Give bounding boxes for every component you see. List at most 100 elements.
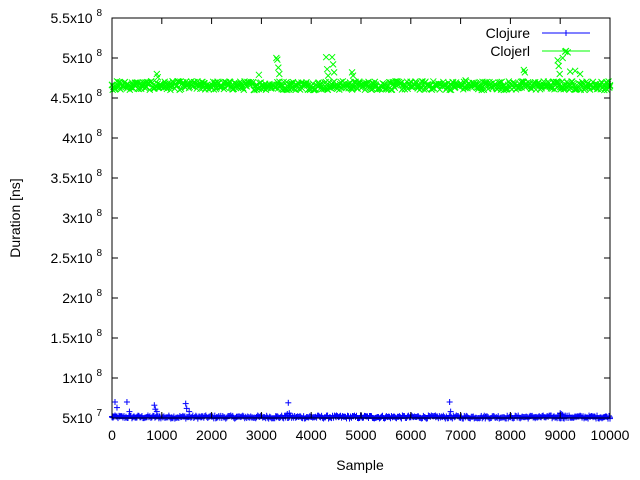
y-tick-label: 3x10 8 <box>62 208 102 226</box>
band-point-clojerl <box>605 78 612 85</box>
data-point-clojerl <box>576 70 584 78</box>
data-point-clojerl <box>228 81 235 89</box>
x-tick-label: 8000 <box>495 427 526 443</box>
data-point-clojerl <box>324 72 332 79</box>
y-tick-label: 1x10 8 <box>62 368 102 386</box>
data-point-clojerl <box>349 72 357 79</box>
data-point-clojerl <box>330 69 338 76</box>
x-tick-label: 1000 <box>146 427 177 443</box>
data-point-clojure <box>253 414 260 421</box>
data-point-clojerl <box>477 81 484 89</box>
y-tick-label: 4.5x10 8 <box>51 88 103 106</box>
data-point-clojure <box>293 414 300 421</box>
data-point-clojerl <box>118 82 126 90</box>
data-point-clojerl <box>287 81 295 89</box>
data-point-clojerl <box>357 81 365 89</box>
data-point-clojerl <box>556 70 564 78</box>
data-point-clojure <box>285 399 292 406</box>
y-axis-label: Duration [ns] <box>7 178 23 257</box>
band-point-clojerl <box>580 86 588 94</box>
data-point-clojerl <box>138 83 146 91</box>
legend-swatch-clojerl <box>542 47 590 55</box>
data-point-clojure <box>333 414 340 421</box>
x-tick-label: 7000 <box>445 427 476 443</box>
band-point-clojerl <box>568 78 576 85</box>
band-point-clojerl <box>362 79 370 87</box>
x-tick-label: 4000 <box>296 427 327 443</box>
band-point-clojerl <box>517 78 525 86</box>
x-tick-label: 9000 <box>545 427 576 443</box>
data-point-clojure <box>113 404 120 411</box>
band-point-clojerl <box>309 80 317 87</box>
band-point-clojerl <box>117 85 124 93</box>
data-point-clojure <box>286 410 293 417</box>
x-axis-label: Sample <box>336 457 384 473</box>
data-point-clojerl <box>521 69 529 76</box>
data-point-clojure <box>233 413 240 420</box>
y-tick-label: 4x10 8 <box>62 128 102 146</box>
data-point-clojure <box>532 414 539 421</box>
x-tick-label: 0 <box>108 427 116 443</box>
data-point-clojerl <box>586 81 594 89</box>
data-point-clojerl <box>255 71 263 79</box>
data-point-clojerl <box>427 81 435 89</box>
band-point-clojerl <box>488 82 496 90</box>
legend: Clojure Clojerl <box>486 25 590 59</box>
data-point-clojerl <box>275 70 283 78</box>
data-point-clojerl <box>258 81 265 89</box>
y-tick-label: 5x10 8 <box>62 48 102 66</box>
data-point-clojure <box>168 414 175 421</box>
data-point-clojerl <box>571 67 579 75</box>
band-point-clojerl <box>320 83 327 91</box>
data-point-clojerl <box>168 81 176 89</box>
data-point-clojure <box>182 400 189 407</box>
data-point-clojerl <box>497 82 504 90</box>
x-tick-label: 6000 <box>395 427 426 443</box>
data-point-clojerl <box>183 82 191 90</box>
data-points <box>108 48 614 421</box>
y-tick-label: 5x10 7 <box>62 408 102 426</box>
data-point-clojure <box>482 413 489 420</box>
data-point-clojerl <box>555 62 563 70</box>
data-point-clojerl <box>407 83 415 91</box>
legend-label-clojerl: Clojerl <box>490 43 530 59</box>
data-point-clojure <box>582 414 589 421</box>
x-tick-label: 10000 <box>591 427 630 443</box>
band-point-clojerl <box>569 80 577 87</box>
data-point-clojure <box>111 399 118 405</box>
data-point-clojerl <box>554 57 562 64</box>
data-point-clojerl <box>198 81 205 88</box>
y-tick-label: 2x10 8 <box>62 288 102 306</box>
band-point-clojerl <box>239 84 247 92</box>
data-point-clojerl <box>322 53 330 61</box>
data-point-clojerl <box>372 82 380 90</box>
band-point-clojerl <box>365 78 372 86</box>
data-point-clojure <box>432 414 439 421</box>
data-point-clojure <box>382 413 389 420</box>
y-tick-label: 1.5x10 8 <box>51 328 103 346</box>
data-point-clojerl <box>329 61 337 68</box>
y-tick-label: 5.5x10 8 <box>51 8 103 26</box>
data-point-clojerl <box>273 56 281 63</box>
tick-labels: 5x10 7 1x10 8 1.5x10 8 2x10 8 2.5x10 8 3x10 8… <box>51 8 630 443</box>
data-point-clojerl <box>323 65 331 73</box>
density-bands <box>108 77 614 422</box>
data-point-clojure <box>133 413 140 420</box>
data-point-clojerl <box>154 73 162 81</box>
data-point-clojerl <box>213 84 220 91</box>
data-point-clojure <box>447 408 454 415</box>
data-point-clojerl <box>462 77 469 84</box>
axis-ticks <box>111 17 611 419</box>
legend-label-clojure: Clojure <box>486 25 531 41</box>
band-point-clojerl <box>501 85 509 93</box>
data-point-clojure <box>153 408 160 415</box>
plot-frame <box>111 17 611 419</box>
legend-swatch-clojure <box>542 30 590 36</box>
data-point-clojure <box>143 414 150 421</box>
data-point-clojerl <box>274 64 282 71</box>
band-point-clojerl <box>561 85 569 93</box>
data-point-clojure <box>151 402 158 409</box>
data-point-clojure <box>126 408 133 415</box>
data-point-clojure <box>446 399 453 405</box>
